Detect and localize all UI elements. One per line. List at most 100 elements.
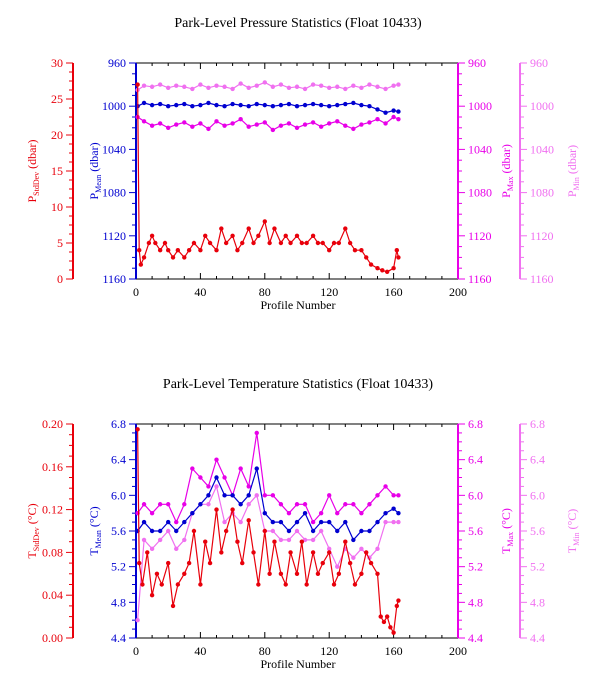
stddev-data-point	[186, 560, 192, 566]
stddev-data-point	[343, 226, 348, 231]
max-data-point	[174, 122, 179, 127]
axis-label-unit: (°C)	[499, 508, 513, 532]
axis-label-unit: (°C)	[87, 506, 101, 530]
max-series-line	[137, 432, 399, 524]
stddev-data-point	[304, 240, 309, 246]
mean-data-point	[157, 528, 163, 534]
mean-y-tick-label: 6.0	[111, 488, 126, 502]
max-data-point	[141, 119, 147, 124]
mean-data-point	[246, 493, 251, 498]
mean-data-point	[294, 519, 300, 525]
stddev-data-point	[394, 248, 400, 253]
min-data-point	[302, 537, 308, 543]
stddev-data-point	[170, 603, 176, 609]
stddev-data-point	[375, 266, 380, 271]
mean-data-point	[359, 102, 364, 108]
min-y-tick-label: 4.8	[530, 595, 545, 609]
stddev-data-point	[391, 630, 396, 635]
stddev-data-point	[235, 248, 240, 253]
max-data-point	[302, 502, 308, 507]
stddev-data-point	[251, 240, 256, 246]
x-axis-label: Profile Number	[261, 298, 336, 312]
stddev-data-point	[347, 560, 353, 566]
max-data-point	[182, 502, 187, 507]
min-data-point	[214, 83, 219, 88]
mean-y-axis-label: PMean (dbar)	[87, 142, 103, 199]
max-series	[135, 430, 401, 525]
stddev-data-point	[394, 603, 400, 609]
x-tick-label: 80	[259, 644, 271, 658]
max-data-point	[254, 430, 259, 436]
stddev-data-point	[364, 255, 369, 260]
max-data-point	[246, 124, 251, 129]
mean-y-tick-label: 1040	[102, 142, 126, 156]
mean-data-point	[335, 528, 340, 534]
stddev-y-tick-label: 20	[51, 128, 63, 142]
stddev-data-point	[207, 240, 213, 246]
x-tick-label: 80	[259, 285, 271, 299]
axis-label-sub: Min	[572, 177, 581, 190]
min-data-point	[166, 85, 171, 91]
min-data-point	[318, 528, 324, 534]
mean-data-point	[214, 102, 219, 108]
stddev-data-point	[299, 539, 305, 544]
stddev-data-point	[368, 262, 374, 267]
stddev-data-point	[315, 240, 321, 246]
min-data-point	[270, 84, 276, 89]
max-data-point	[246, 484, 251, 489]
mean-data-point	[396, 510, 401, 516]
stddev-data-point	[359, 571, 364, 576]
stddev-data-point	[191, 240, 197, 246]
mean-data-point	[278, 519, 284, 525]
max-data-point	[343, 502, 348, 507]
max-data-point	[383, 121, 388, 126]
stddev-data-point	[166, 248, 171, 253]
stddev-data-point	[223, 528, 229, 534]
stddev-data-point	[384, 614, 390, 619]
max-data-point	[190, 124, 195, 129]
stddev-data-point	[235, 539, 240, 544]
max-data-point	[335, 510, 340, 516]
x-axis-label: Profile Number	[261, 657, 336, 671]
stddev-y-tick-label: 0.04	[42, 588, 63, 602]
mean-data-point	[206, 100, 211, 106]
chart-title: Park-Level Pressure Statistics (Float 10…	[174, 16, 422, 31]
mean-data-point	[310, 101, 316, 107]
stddev-y-axis-label: TStdDev (°C)	[25, 503, 41, 558]
min-data-point	[246, 502, 251, 507]
mean-data-point	[222, 104, 227, 109]
min-y-tick-label: 1000	[530, 99, 554, 113]
max-data-point	[302, 122, 308, 127]
min-data-point	[286, 537, 292, 543]
max-data-point	[278, 123, 284, 128]
x-tick-label: 0	[133, 285, 139, 299]
stddev-data-point	[198, 582, 203, 587]
stddev-data-point	[327, 248, 332, 253]
stddev-data-point	[157, 248, 163, 253]
max-y-tick-label: 960	[468, 56, 486, 70]
stddev-data-point	[320, 560, 325, 566]
stddev-y-tick-label: 15	[51, 164, 63, 178]
stddev-y-axis-label: PStdDev (dbar)	[25, 139, 41, 202]
stddev-data-point	[364, 550, 369, 555]
stddev-data-point	[262, 528, 267, 534]
stddev-data-point	[396, 255, 401, 260]
min-data-point	[310, 82, 316, 87]
max-data-point	[327, 493, 332, 498]
x-tick-label: 40	[194, 285, 206, 299]
stddev-data-point	[278, 240, 284, 246]
mean-y-tick-label: 1000	[102, 99, 126, 113]
max-data-point	[367, 502, 372, 507]
max-data-point	[198, 475, 203, 480]
stddev-data-point	[219, 550, 224, 555]
stddev-series	[135, 427, 401, 635]
mean-data-point	[375, 519, 380, 525]
mean-data-point	[286, 528, 292, 534]
min-data-point	[383, 519, 388, 525]
stddev-data-point	[343, 539, 348, 544]
max-data-point	[318, 124, 324, 129]
min-data-point	[270, 528, 276, 534]
stddev-data-point	[140, 582, 145, 587]
max-data-point	[310, 519, 316, 525]
max-data-point	[351, 502, 356, 507]
